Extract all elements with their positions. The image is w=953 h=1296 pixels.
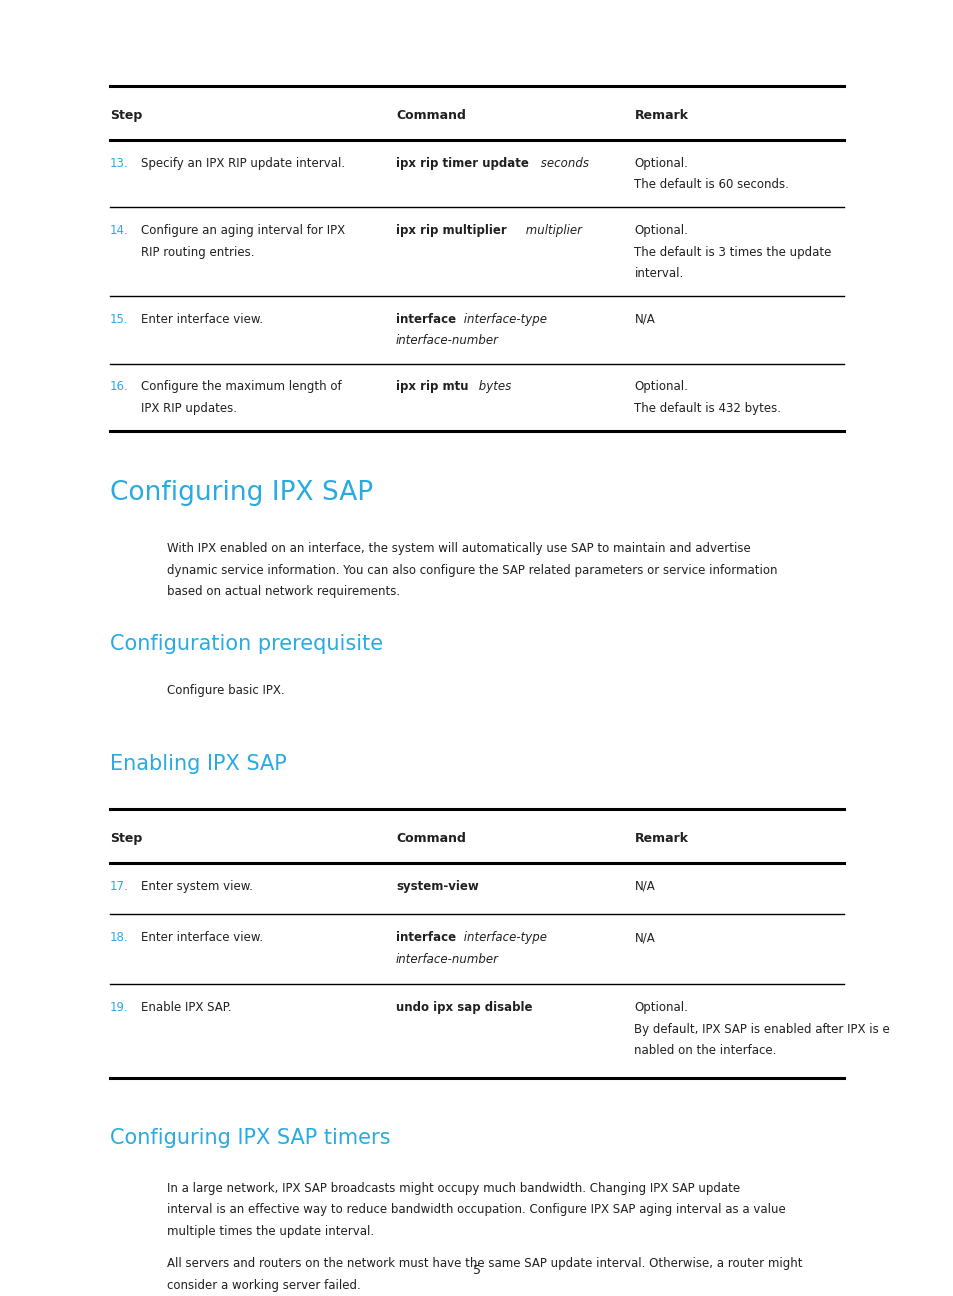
- Text: In a large network, IPX SAP broadcasts might occupy much bandwidth. Changing IPX: In a large network, IPX SAP broadcasts m…: [167, 1182, 740, 1195]
- Text: ipx rip multiplier: ipx rip multiplier: [395, 224, 506, 237]
- Text: Optional.: Optional.: [634, 381, 687, 394]
- Text: interface-type: interface-type: [459, 932, 546, 945]
- Text: N/A: N/A: [634, 880, 655, 893]
- Text: Command: Command: [395, 832, 465, 845]
- Text: interface-type: interface-type: [459, 314, 546, 327]
- Text: dynamic service information. You can also configure the SAP related parameters o: dynamic service information. You can als…: [167, 564, 777, 577]
- Text: All servers and routers on the network must have the same SAP update interval. O: All servers and routers on the network m…: [167, 1257, 801, 1270]
- Text: N/A: N/A: [634, 932, 655, 945]
- Text: By default, IPX SAP is enabled after IPX is e: By default, IPX SAP is enabled after IPX…: [634, 1023, 889, 1036]
- Text: 5: 5: [473, 1264, 480, 1277]
- Text: The default is 60 seconds.: The default is 60 seconds.: [634, 179, 788, 192]
- Text: 19.: 19.: [110, 1002, 129, 1015]
- Text: multiplier: multiplier: [521, 224, 581, 237]
- Text: 18.: 18.: [110, 932, 129, 945]
- Text: interval is an effective way to reduce bandwidth occupation. Configure IPX SAP a: interval is an effective way to reduce b…: [167, 1204, 785, 1217]
- Text: 17.: 17.: [110, 880, 129, 893]
- Text: Configure basic IPX.: Configure basic IPX.: [167, 684, 284, 697]
- Text: Remark: Remark: [634, 109, 688, 122]
- Text: Configuration prerequisite: Configuration prerequisite: [110, 635, 382, 654]
- Text: Command: Command: [395, 109, 465, 122]
- Text: seconds: seconds: [537, 157, 589, 170]
- Text: Configuring IPX SAP: Configuring IPX SAP: [110, 481, 373, 507]
- Text: interface: interface: [395, 932, 456, 945]
- Text: interval.: interval.: [634, 267, 683, 280]
- Text: bytes: bytes: [475, 381, 511, 394]
- Text: Enter system view.: Enter system view.: [141, 880, 253, 893]
- Text: 15.: 15.: [110, 314, 129, 327]
- Text: 14.: 14.: [110, 224, 129, 237]
- Text: ipx rip mtu: ipx rip mtu: [395, 381, 468, 394]
- Text: Configuring IPX SAP timers: Configuring IPX SAP timers: [110, 1128, 390, 1147]
- Text: ipx rip timer update: ipx rip timer update: [395, 157, 528, 170]
- Text: N/A: N/A: [634, 314, 655, 327]
- Text: RIP routing entries.: RIP routing entries.: [141, 246, 254, 259]
- Text: With IPX enabled on an interface, the system will automatically use SAP to maint: With IPX enabled on an interface, the sy…: [167, 543, 750, 556]
- Text: based on actual network requirements.: based on actual network requirements.: [167, 586, 399, 599]
- Text: Configure an aging interval for IPX: Configure an aging interval for IPX: [141, 224, 345, 237]
- Text: nabled on the interface.: nabled on the interface.: [634, 1045, 776, 1058]
- Text: The default is 3 times the update: The default is 3 times the update: [634, 246, 831, 259]
- Text: Enabling IPX SAP: Enabling IPX SAP: [110, 754, 286, 774]
- Text: The default is 432 bytes.: The default is 432 bytes.: [634, 402, 781, 415]
- Text: Step: Step: [110, 832, 142, 845]
- Text: Enter interface view.: Enter interface view.: [141, 932, 263, 945]
- Text: Configure the maximum length of: Configure the maximum length of: [141, 381, 341, 394]
- Text: undo ipx sap disable: undo ipx sap disable: [395, 1002, 532, 1015]
- Text: interface-number: interface-number: [395, 953, 498, 966]
- Text: Step: Step: [110, 109, 142, 122]
- Text: Enable IPX SAP.: Enable IPX SAP.: [141, 1002, 232, 1015]
- Text: Remark: Remark: [634, 832, 688, 845]
- Text: interface-number: interface-number: [395, 334, 498, 347]
- Text: multiple times the update interval.: multiple times the update interval.: [167, 1225, 374, 1238]
- Text: interface: interface: [395, 314, 456, 327]
- Text: Optional.: Optional.: [634, 1002, 687, 1015]
- Text: Specify an IPX RIP update interval.: Specify an IPX RIP update interval.: [141, 157, 345, 170]
- Text: 16.: 16.: [110, 381, 129, 394]
- Text: Enter interface view.: Enter interface view.: [141, 314, 263, 327]
- Text: IPX RIP updates.: IPX RIP updates.: [141, 402, 237, 415]
- Text: system-view: system-view: [395, 880, 478, 893]
- Text: 13.: 13.: [110, 157, 129, 170]
- Text: Optional.: Optional.: [634, 157, 687, 170]
- Text: consider a working server failed.: consider a working server failed.: [167, 1279, 360, 1292]
- Text: Optional.: Optional.: [634, 224, 687, 237]
